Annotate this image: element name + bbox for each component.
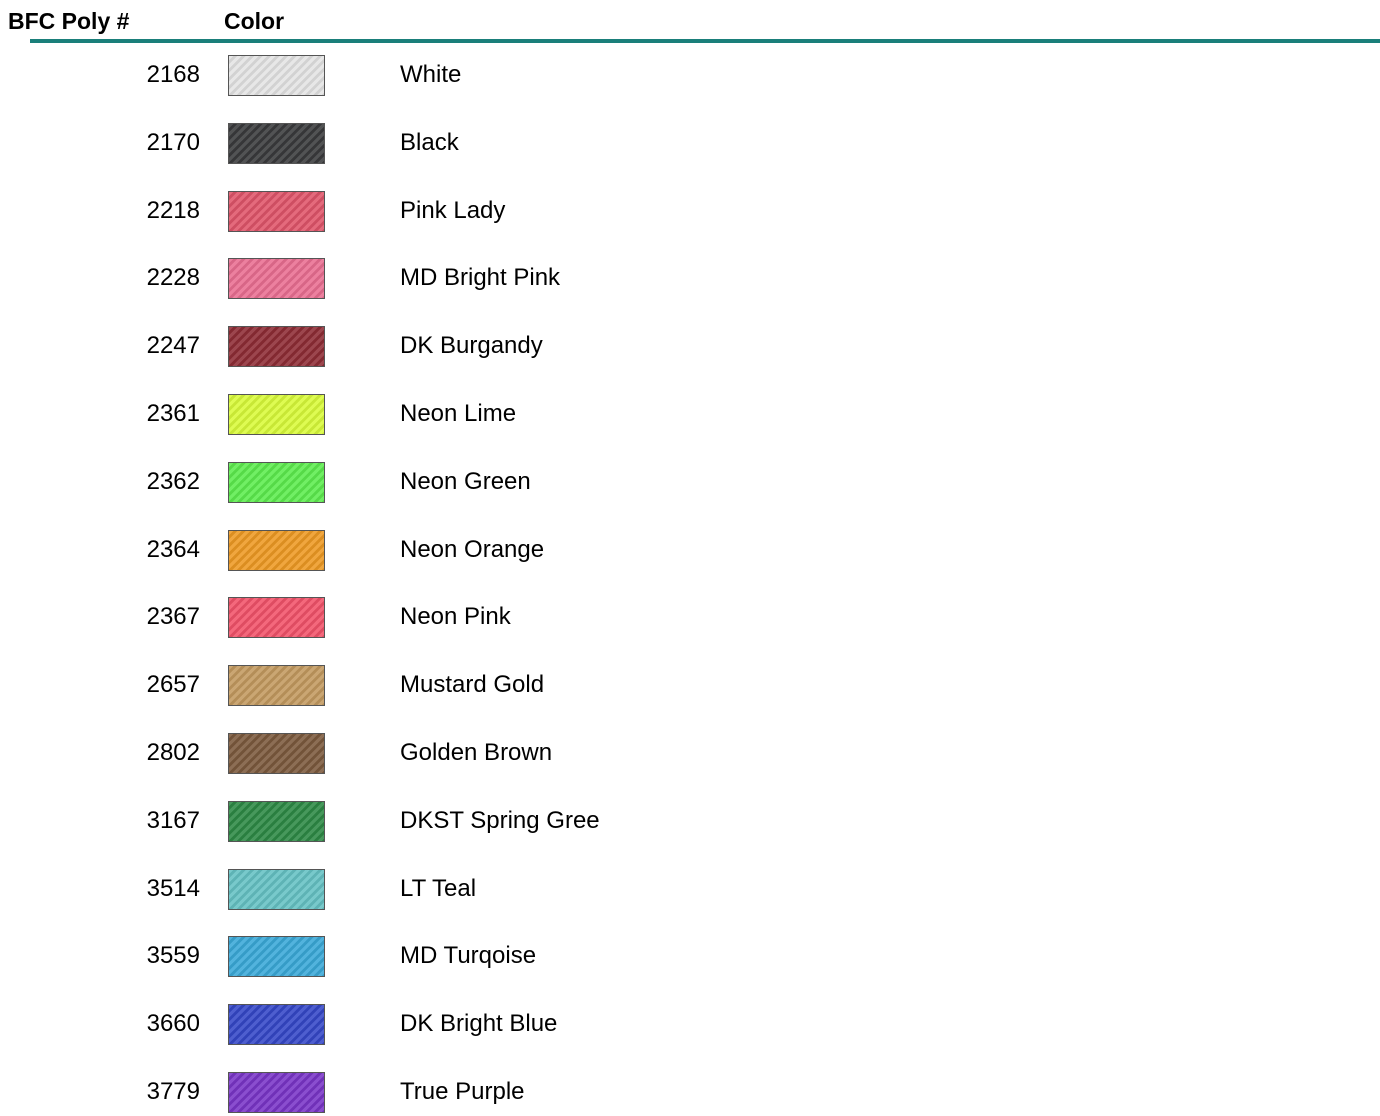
color-name: Neon Pink [400, 602, 511, 632]
color-name: Neon Lime [400, 399, 516, 429]
color-swatch [228, 394, 325, 435]
color-name: MD Turqoise [400, 941, 536, 971]
color-name: DKST Spring Gree [400, 806, 600, 836]
poly-number: 3660 [0, 1009, 200, 1039]
color-name: Black [400, 128, 459, 158]
poly-number: 2247 [0, 331, 200, 361]
color-name: True Purple [400, 1077, 525, 1107]
header-rule [30, 39, 1380, 43]
color-swatch [228, 530, 325, 571]
poly-number: 2364 [0, 535, 200, 565]
header-number: BFC Poly # [8, 8, 129, 35]
color-name: MD Bright Pink [400, 263, 560, 293]
color-swatch [228, 123, 325, 164]
poly-number: 2228 [0, 263, 200, 293]
color-swatch [228, 326, 325, 367]
color-swatch [228, 597, 325, 638]
color-name: Neon Green [400, 467, 531, 497]
color-name: Golden Brown [400, 738, 552, 768]
color-name: Pink Lady [400, 196, 505, 226]
poly-number: 2218 [0, 196, 200, 226]
poly-number: 2367 [0, 602, 200, 632]
poly-number: 2802 [0, 738, 200, 768]
color-swatch [228, 733, 325, 774]
color-swatch [228, 665, 325, 706]
poly-number: 2362 [0, 467, 200, 497]
color-name: Neon Orange [400, 535, 544, 565]
color-name: DK Burgandy [400, 331, 543, 361]
poly-number: 2170 [0, 128, 200, 158]
poly-number: 2168 [0, 60, 200, 90]
poly-number: 3167 [0, 806, 200, 836]
color-name: DK Bright Blue [400, 1009, 557, 1039]
page: BFC Poly # Color 2168 White 2170 Black 2218 P… [0, 0, 1380, 1116]
header-color: Color [224, 8, 284, 35]
poly-number: 3514 [0, 874, 200, 904]
poly-number: 3779 [0, 1077, 200, 1107]
color-name: LT Teal [400, 874, 476, 904]
color-swatch [228, 191, 325, 232]
color-name: White [400, 60, 461, 90]
color-name: Mustard Gold [400, 670, 544, 700]
color-swatch [228, 258, 325, 299]
color-swatch [228, 869, 325, 910]
color-swatch [228, 801, 325, 842]
color-swatch [228, 936, 325, 977]
poly-number: 2657 [0, 670, 200, 700]
color-swatch [228, 1004, 325, 1045]
poly-number: 3559 [0, 941, 200, 971]
poly-number: 2361 [0, 399, 200, 429]
color-swatch [228, 462, 325, 503]
color-swatch [228, 1072, 325, 1113]
color-swatch [228, 55, 325, 96]
